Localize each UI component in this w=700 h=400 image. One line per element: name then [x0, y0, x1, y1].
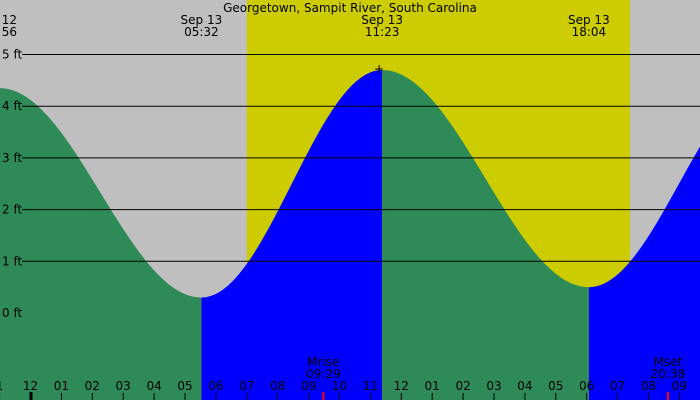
- falling-tide-area: [0, 88, 202, 400]
- midnight-marker: [29, 392, 33, 400]
- moon-event-label: Mrise: [307, 355, 339, 369]
- hour-label: 03: [116, 379, 131, 393]
- hour-label: 06: [208, 379, 223, 393]
- hour-label: 02: [455, 379, 470, 393]
- hour-label: 03: [486, 379, 501, 393]
- hour-label: 08: [270, 379, 285, 393]
- tide-time-label: 05:32: [184, 25, 219, 39]
- y-tick-label: 3 ft: [2, 151, 22, 165]
- tide-areas: [0, 70, 700, 400]
- chart-title: Georgetown, Sampit River, South Carolina: [223, 1, 477, 15]
- grid-lines: [22, 54, 700, 262]
- hour-label: 02: [85, 379, 100, 393]
- tide-time-label: 11:23: [365, 25, 400, 39]
- tide-date-label: Sep 13: [361, 13, 403, 27]
- tide-date-label: 12: [2, 13, 17, 27]
- hour-label: 10: [332, 379, 347, 393]
- moon-event-time: 09:29: [306, 367, 341, 381]
- moon-event-label: Mset: [654, 355, 683, 369]
- hour-label: 04: [146, 379, 161, 393]
- tide-time-label: 56: [2, 25, 17, 39]
- hour-label: 07: [610, 379, 625, 393]
- y-tick-label: 1 ft: [2, 254, 22, 268]
- rising-tide-area: [201, 70, 383, 400]
- hour-label: 1: [0, 379, 3, 393]
- hour-label: 09: [301, 379, 316, 393]
- falling-tide-area: [382, 70, 589, 400]
- y-tick-label: 0 ft: [2, 306, 22, 320]
- x-axis-hour-labels: 1 12 01 02 03 04 05 06 07 08 09 10 11 12 01 02 03 04 05 06 0…: [0, 379, 687, 400]
- hour-label: 12: [23, 379, 38, 393]
- hour-label: 01: [54, 379, 69, 393]
- hour-label: 12: [394, 379, 409, 393]
- hour-label: 04: [517, 379, 532, 393]
- hour-label: 08: [641, 379, 656, 393]
- hour-label: 11: [363, 379, 378, 393]
- tide-time-label: 18:04: [572, 25, 607, 39]
- moon-event-time: 20:38: [651, 367, 686, 381]
- hour-label: 09: [672, 379, 687, 393]
- y-tick-label: 4 ft: [2, 99, 22, 113]
- y-axis-labels: 0 ft 1 ft 2 ft 3 ft 4 ft 5 ft: [2, 48, 22, 321]
- high-tide-marker: +: [374, 62, 384, 76]
- y-tick-label: 2 ft: [2, 203, 22, 217]
- hour-label: 01: [425, 379, 440, 393]
- hour-label: 05: [177, 379, 192, 393]
- y-tick-label: 5 ft: [2, 48, 22, 62]
- hour-label: 07: [239, 379, 254, 393]
- hour-label: 06: [579, 379, 594, 393]
- tide-date-label: Sep 13: [568, 13, 610, 27]
- hour-label: 05: [548, 379, 563, 393]
- tide-date-label: Sep 13: [181, 13, 223, 27]
